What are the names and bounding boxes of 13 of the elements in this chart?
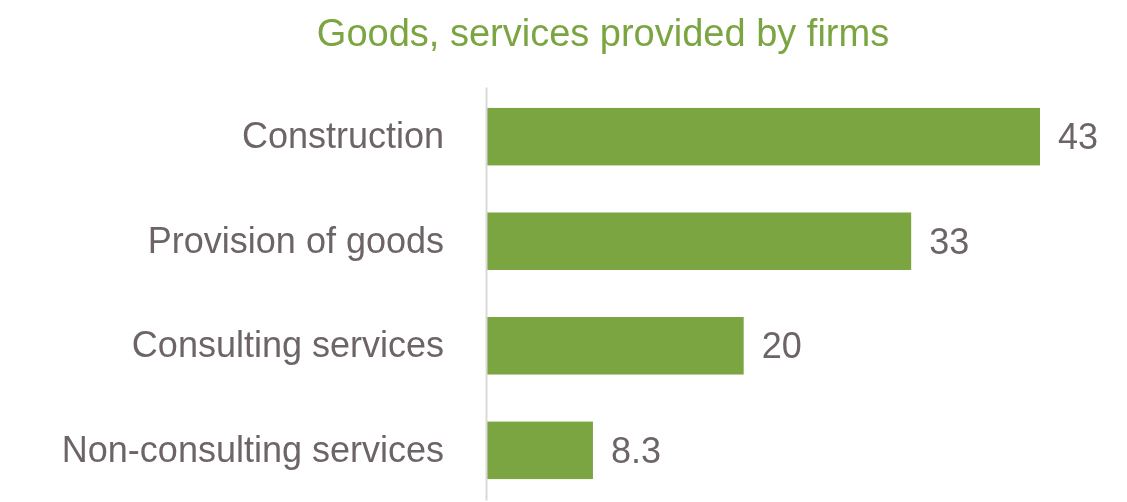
bar <box>486 421 593 480</box>
y-tick-label: Construction <box>241 115 444 157</box>
bar <box>486 317 744 375</box>
bar <box>486 212 912 270</box>
bar <box>486 107 1040 166</box>
y-tick-label: Non-consulting services <box>61 428 444 470</box>
data-label: 33 <box>929 220 970 262</box>
y-tick-label: Consulting services <box>131 324 444 366</box>
chart-title: Goods, services provided by firms <box>316 12 890 54</box>
y-tick-label: Provision of goods <box>147 219 444 261</box>
data-label: 20 <box>761 325 802 367</box>
data-label: 43 <box>1058 116 1099 158</box>
data-label: 8.3 <box>610 429 661 471</box>
